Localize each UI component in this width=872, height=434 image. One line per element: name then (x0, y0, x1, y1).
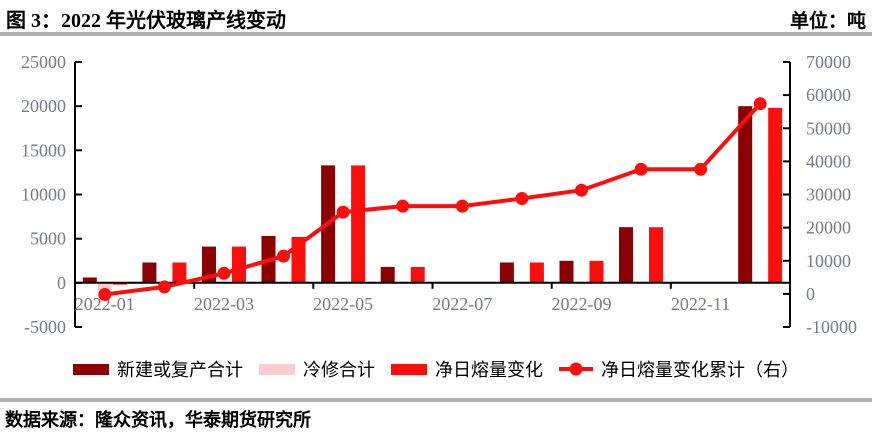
legend-item-new-or-resumed: 新建或复产合计 (73, 356, 243, 382)
bar-new-or-resumed-2022-02 (142, 262, 157, 283)
x-axis-label-2022-01: 2022-01 (75, 294, 135, 314)
legend-swatch-dark-red (73, 363, 109, 375)
left-axis-label-15000: 15000 (21, 140, 66, 160)
bar-new-or-resumed-2022-06 (380, 266, 395, 283)
line-point-2022-10 (634, 162, 648, 176)
right-axis-label-70000: 70000 (806, 52, 851, 72)
bar-net-daily-melt-change-2022-12 (768, 107, 783, 283)
line-point-2022-11 (694, 162, 708, 176)
chart-legend: 新建或复产合计 冷修合计 净日熔量变化 净日熔量变化累计（右） (0, 356, 872, 382)
line-point-2022-05 (336, 205, 350, 219)
right-axis-label-40000: 40000 (806, 151, 851, 171)
legend-swatch-red (391, 363, 427, 375)
bar-new-or-resumed-2022-03 (202, 246, 216, 283)
bar-net-daily-melt-change-2022-08 (529, 262, 544, 283)
divider-bottom (0, 398, 872, 402)
legend-label-net-change: 净日熔量变化 (435, 360, 543, 380)
x-axis-label-2022-11: 2022-11 (671, 294, 730, 314)
left-axis-label-20000: 20000 (21, 96, 66, 116)
left-axis-label-5000: 5000 (30, 229, 66, 249)
line-point-2022-02 (157, 280, 171, 294)
bar-new-or-resumed-2022-10 (619, 227, 633, 283)
data-source-note: 数据来源：隆众资讯，华泰期货研究所 (5, 410, 311, 430)
legend-label-new-or-resumed: 新建或复产合计 (117, 360, 243, 380)
bar-net-daily-melt-change-2022-09 (589, 260, 604, 283)
chart-plot-area: 2500020000150001000050000-50007000060000… (21, 52, 857, 337)
x-axis-label-2022-09: 2022-09 (552, 294, 612, 314)
line-point-2022-01 (98, 288, 112, 301)
right-axis-label-0: 0 (806, 284, 815, 304)
legend-item-cold-repair: 冷修合计 (259, 356, 375, 382)
x-axis-label-2022-03: 2022-03 (194, 294, 254, 314)
line-point-2022-04 (277, 249, 290, 263)
chart-title: 图 3：2022 年光伏玻璃产线变动 (6, 10, 286, 32)
line-point-2022-09 (575, 183, 588, 197)
x-axis-label-2022-05: 2022-05 (313, 294, 373, 314)
legend-dot-icon (569, 362, 583, 376)
line-point-2022-06 (396, 199, 410, 213)
line-point-2022-07 (455, 199, 469, 213)
legend-line-marker-icon (559, 362, 593, 376)
right-axis-label-10000: 10000 (806, 251, 851, 271)
legend-label-cold-repair: 冷修合计 (303, 360, 375, 380)
legend-item-net-change: 净日熔量变化 (391, 356, 543, 382)
right-axis-label--10000: -10000 (806, 317, 857, 337)
legend-label-cumulative: 净日熔量变化累计（右） (601, 360, 799, 380)
left-axis-label-10000: 10000 (21, 185, 66, 205)
legend-item-cumulative: 净日熔量变化累计（右） (559, 356, 799, 382)
bar-cold-repair-2022-01 (97, 282, 112, 290)
bar-net-daily-melt-change-2022-03 (232, 246, 246, 283)
legend-swatch-pink (259, 363, 295, 375)
line-point-2022-03 (217, 266, 231, 280)
right-axis-label-50000: 50000 (806, 118, 851, 138)
x-axis-label-2022-07: 2022-07 (432, 294, 492, 314)
bar-net-daily-melt-change-2022-05 (351, 165, 366, 283)
chart-header: 图 3：2022 年光伏玻璃产线变动 单位：吨 (6, 4, 866, 33)
bar-new-or-resumed-2022-08 (499, 262, 514, 283)
cumulative-line (104, 102, 762, 297)
bar-new-or-resumed-2022-01 (82, 277, 97, 283)
line-point-2022-08 (515, 192, 529, 205)
bar-new-or-resumed-2022-09 (559, 260, 574, 283)
unit-label: 单位：吨 (789, 11, 866, 32)
bar-net-daily-melt-change-2022-02 (172, 262, 187, 283)
right-axis-label-20000: 20000 (806, 218, 851, 238)
left-axis-label-25000: 25000 (21, 52, 66, 72)
bar-new-or-resumed-2022-12 (738, 106, 753, 283)
bar-net-daily-melt-change-2022-10 (649, 227, 663, 283)
right-axis-label-60000: 60000 (806, 85, 851, 105)
left-axis-label-0: 0 (57, 273, 66, 293)
divider-top (0, 32, 872, 36)
line-point-2022-12 (753, 97, 767, 111)
right-axis-label-30000: 30000 (806, 185, 851, 205)
bar-net-daily-melt-change-2022-06 (410, 266, 425, 283)
left-axis-label--5000: -5000 (24, 317, 66, 337)
